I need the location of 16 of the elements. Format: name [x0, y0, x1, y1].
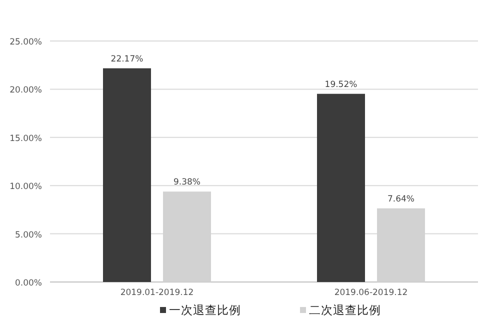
- legend-label: 二次退查比例: [309, 303, 381, 317]
- y-tick-label: 10.00%: [10, 182, 42, 192]
- data-label: 7.64%: [387, 194, 415, 204]
- legend-label: 一次退查比例: [169, 303, 241, 317]
- x-tick-label: 2019.06-2019.12: [334, 288, 408, 298]
- bar: [103, 68, 151, 282]
- data-label: 9.38%: [173, 178, 201, 188]
- y-tick-label: 25.00%: [10, 38, 42, 48]
- data-label: 22.17%: [110, 54, 144, 64]
- y-tick-label: 0.00%: [14, 278, 42, 288]
- x-tick-label: 2019.01-2019.12: [120, 288, 194, 298]
- y-tick-label: 20.00%: [10, 86, 42, 96]
- y-tick-label: 15.00%: [10, 134, 42, 144]
- data-label: 19.52%: [324, 80, 358, 90]
- y-tick-label: 5.00%: [14, 230, 42, 240]
- bar: [317, 94, 365, 282]
